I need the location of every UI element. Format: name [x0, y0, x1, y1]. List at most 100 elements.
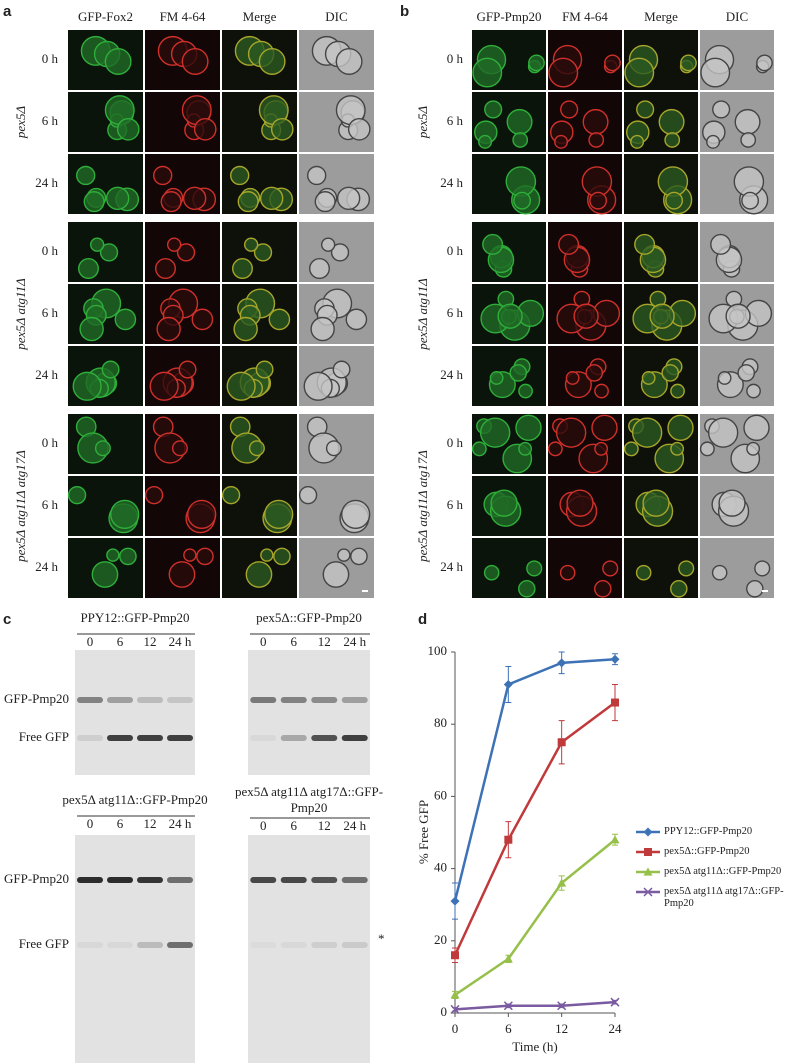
column-header: DIC: [726, 9, 748, 24]
marker: [503, 954, 513, 963]
cell: [259, 186, 284, 211]
band: [250, 735, 277, 741]
cell: [350, 547, 368, 566]
cell: [152, 165, 173, 186]
scale-bar: [762, 590, 768, 592]
cell: [710, 233, 732, 255]
marker: [610, 654, 620, 664]
cell: [518, 383, 533, 399]
cell: [268, 308, 291, 331]
cell: [332, 360, 351, 379]
legend-label: pex5Δ::GFP-Pmp20: [664, 846, 750, 857]
band: [341, 735, 368, 741]
column-header: Merge: [243, 9, 277, 24]
band: [167, 735, 193, 741]
cell: [733, 166, 765, 197]
cell: [658, 108, 685, 135]
time-label: 0 h: [447, 435, 464, 450]
cell: [154, 258, 176, 280]
cell: [509, 364, 528, 382]
legend-swatch: [636, 867, 660, 876]
blot-title: pex5Δ atg11Δ atg17Δ::GFP-Pmp20: [234, 784, 384, 815]
cell: [594, 580, 612, 598]
cell: [110, 499, 140, 530]
panel-label: a: [3, 3, 12, 20]
cell: [248, 440, 265, 457]
cell: [83, 191, 105, 213]
band: [77, 697, 103, 703]
time-label: 6 h: [447, 113, 464, 128]
column-header: FM 4-64: [160, 9, 206, 24]
lane-label: 0: [87, 634, 94, 649]
cell: [479, 417, 511, 448]
cell: [602, 560, 619, 577]
cell: [518, 441, 533, 456]
cell: [707, 417, 739, 448]
cell: [193, 117, 217, 141]
marker: [610, 997, 620, 1007]
y-tick-label: 20: [434, 932, 447, 947]
band: [137, 877, 163, 883]
cell: [490, 489, 518, 517]
cell: [505, 166, 537, 197]
series-line: [453, 701, 616, 956]
band-label: Free GFP: [19, 936, 69, 951]
cell: [670, 383, 685, 399]
blot-title: pex5Δ atg11Δ::GFP-Pmp20: [62, 792, 208, 807]
cell: [325, 440, 342, 457]
cell: [345, 308, 368, 331]
cell: [641, 371, 656, 385]
band: [280, 735, 307, 741]
marker: [557, 878, 567, 887]
lane-label: 0: [260, 818, 267, 833]
band: [167, 877, 193, 883]
cell: [700, 57, 731, 88]
band: [167, 697, 193, 703]
band: [167, 942, 193, 948]
marker: [643, 887, 653, 897]
cell: [706, 134, 721, 149]
cell: [558, 233, 580, 255]
column-header: Merge: [644, 9, 678, 24]
cell: [149, 371, 179, 401]
cell: [515, 414, 542, 442]
cell: [94, 440, 111, 457]
marker: [611, 698, 619, 707]
lane-label: 12: [318, 818, 331, 833]
band: [77, 735, 103, 741]
band: [137, 735, 163, 741]
lane-label: 12: [144, 634, 157, 649]
cell: [471, 441, 487, 457]
band: [311, 697, 338, 703]
cell: [483, 564, 500, 581]
marker: [557, 658, 567, 668]
lane-label: 6: [117, 634, 124, 649]
band: [311, 942, 338, 948]
cell: [743, 414, 770, 442]
cell: [712, 100, 731, 119]
marker: [503, 679, 513, 689]
note: *: [378, 931, 385, 946]
band: [107, 877, 133, 883]
lane-label: 12: [318, 634, 331, 649]
cell: [119, 547, 137, 566]
cell: [335, 48, 363, 75]
cell: [67, 485, 87, 505]
lane-label: 0: [260, 634, 267, 649]
marker: [643, 827, 653, 837]
cell: [114, 308, 137, 331]
legend-entry: pex5Δ atg11Δ atg17Δ::GFP-Pmp20: [636, 886, 800, 910]
cell: [156, 316, 181, 342]
cell: [518, 580, 536, 598]
cell: [512, 132, 529, 148]
x-tick-label: 0: [452, 1021, 459, 1036]
marker: [450, 1004, 460, 1014]
band: [280, 877, 307, 883]
lane-label: 24 h: [343, 634, 366, 649]
cell: [105, 186, 130, 211]
marker: [450, 990, 460, 999]
cell: [754, 560, 771, 577]
lane-label: 6: [117, 816, 124, 831]
cell: [649, 303, 675, 329]
legend-swatch: [636, 887, 660, 897]
